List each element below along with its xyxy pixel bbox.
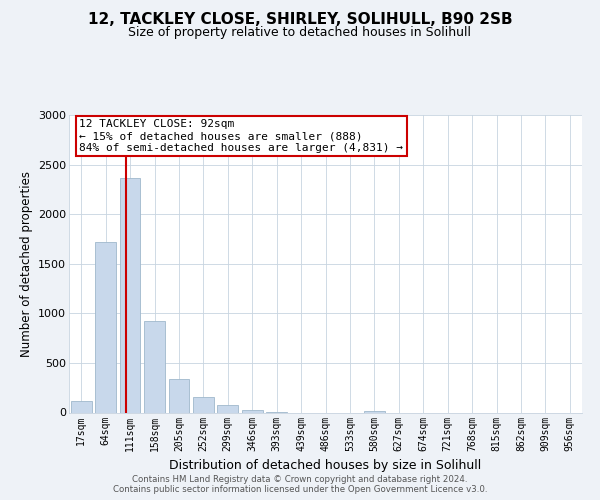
Text: 12 TACKLEY CLOSE: 92sqm
← 15% of detached houses are smaller (888)
84% of semi-d: 12 TACKLEY CLOSE: 92sqm ← 15% of detache… [79, 120, 403, 152]
Y-axis label: Number of detached properties: Number of detached properties [20, 171, 32, 357]
Bar [71, 400, 92, 412]
X-axis label: Distribution of detached houses by size in Solihull: Distribution of detached houses by size … [169, 459, 482, 472]
Text: Size of property relative to detached houses in Solihull: Size of property relative to detached ho… [128, 26, 472, 39]
Bar [193, 397, 214, 412]
Text: 12, TACKLEY CLOSE, SHIRLEY, SOLIHULL, B90 2SB: 12, TACKLEY CLOSE, SHIRLEY, SOLIHULL, B9… [88, 12, 512, 28]
Bar [95, 242, 116, 412]
Bar [144, 322, 165, 412]
Bar [364, 410, 385, 412]
Bar [169, 379, 190, 412]
Bar [242, 410, 263, 412]
Bar [217, 404, 238, 412]
Bar [119, 178, 140, 412]
Text: Contains HM Land Registry data © Crown copyright and database right 2024.
Contai: Contains HM Land Registry data © Crown c… [113, 474, 487, 494]
